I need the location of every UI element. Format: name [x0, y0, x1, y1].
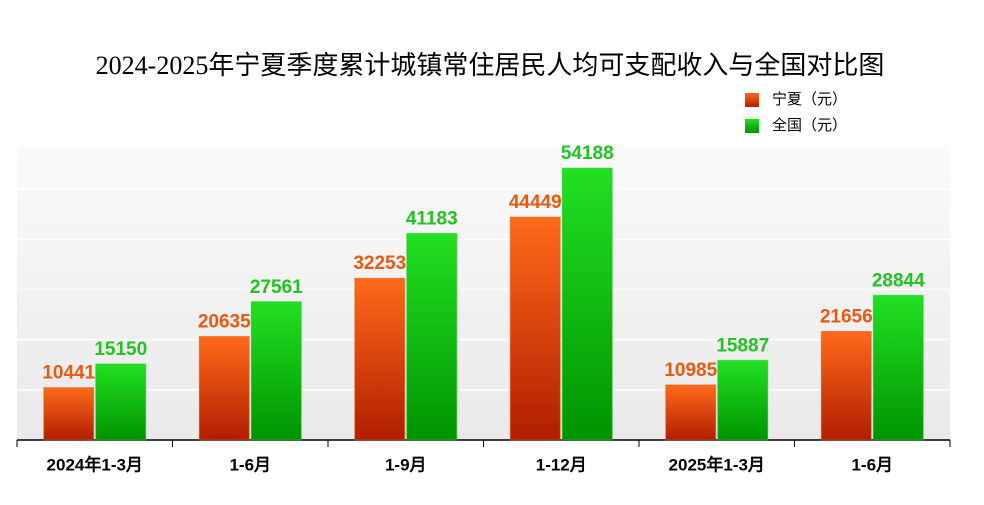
bar — [406, 232, 458, 441]
legend-label: 宁夏（元） — [772, 91, 847, 108]
bar — [665, 384, 717, 441]
value-label: 27561 — [250, 277, 303, 298]
value-label: 54188 — [561, 143, 614, 164]
x-tick-label: 2024年1-3月 — [47, 454, 143, 474]
bar — [872, 294, 924, 441]
legend-swatch — [745, 119, 759, 133]
value-label: 15150 — [94, 339, 147, 360]
bar — [509, 216, 561, 441]
value-label: 41183 — [406, 208, 458, 229]
x-tick-label: 1-9月 — [385, 455, 427, 474]
bar — [95, 363, 147, 441]
plot-area — [17, 145, 950, 440]
legend-swatch — [745, 93, 759, 107]
bar — [561, 167, 613, 441]
value-label: 20635 — [198, 311, 251, 332]
bar — [250, 301, 302, 441]
value-label: 10985 — [664, 360, 717, 381]
value-label: 44449 — [509, 192, 562, 213]
legend-label: 全国（元） — [772, 116, 847, 134]
value-label: 28844 — [872, 270, 925, 291]
x-tick-label: 1-6月 — [851, 455, 893, 474]
x-tick-label: 1-12月 — [536, 455, 587, 474]
x-tick-label: 2025年1-3月 — [669, 454, 765, 474]
value-label: 15887 — [716, 335, 769, 356]
bar — [43, 387, 95, 441]
bar — [820, 330, 872, 441]
bar — [354, 277, 406, 441]
x-tick-label: 1-6月 — [229, 455, 271, 474]
value-label: 21656 — [820, 306, 873, 327]
value-label: 32253 — [353, 253, 406, 274]
bar — [198, 335, 250, 441]
value-label: 10441 — [42, 363, 95, 384]
bar — [717, 359, 769, 441]
chart-title: 2024-2025年宁夏季度累计城镇常住居民人均可支配收入与全国对比图 — [96, 51, 885, 80]
